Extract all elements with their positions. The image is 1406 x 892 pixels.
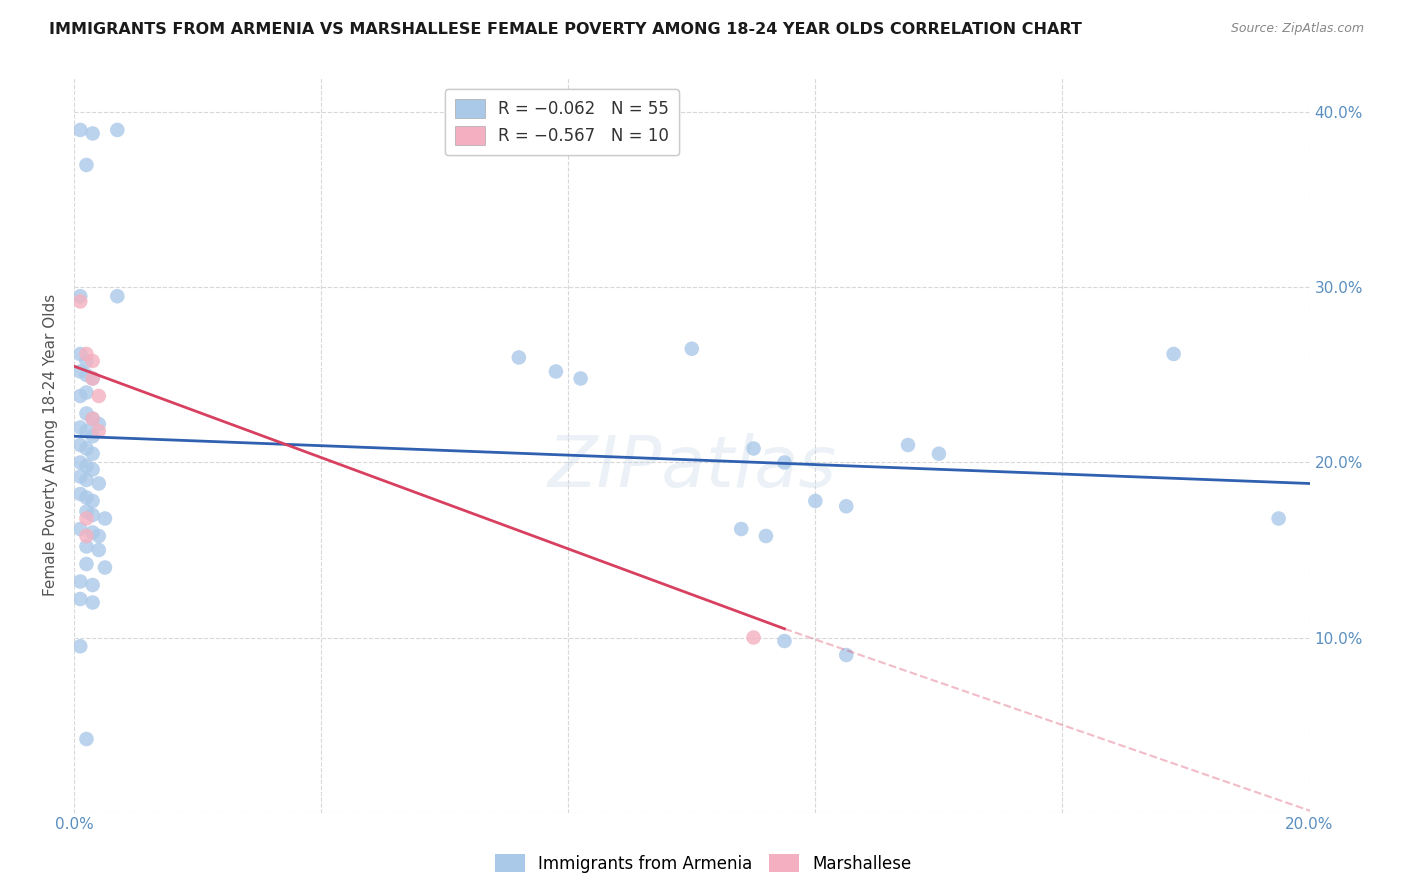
Point [105, 123, 128, 137]
Point [75, 458, 97, 473]
Point [75, 407, 97, 421]
Point [75, 491, 97, 505]
Point [87, 529, 110, 543]
Point [75, 540, 97, 554]
Point [1163, 347, 1185, 361]
Point [75, 442, 97, 456]
Point [75, 504, 97, 518]
Point [82, 371, 104, 385]
Point [82, 411, 104, 425]
Point [75, 557, 97, 571]
Point [75, 473, 97, 487]
Point [94, 560, 117, 574]
Point [69, 389, 91, 403]
Point [69, 522, 91, 536]
Point [69, 364, 91, 378]
Y-axis label: Female Poverty Among 18-24 Year Olds: Female Poverty Among 18-24 Year Olds [44, 293, 58, 596]
Point [69, 487, 91, 501]
Point [69, 640, 91, 654]
Point [69, 455, 91, 469]
Point [928, 447, 950, 461]
Point [82, 371, 104, 385]
Point [681, 342, 703, 356]
Point [82, 429, 104, 443]
Text: Source: ZipAtlas.com: Source: ZipAtlas.com [1230, 22, 1364, 36]
Point [82, 494, 104, 508]
Point [544, 364, 567, 378]
Point [835, 648, 858, 662]
Point [82, 578, 104, 592]
Point [69, 289, 91, 303]
Point [75, 385, 97, 400]
Point [82, 595, 104, 609]
Legend: Immigrants from Armenia, Marshallese: Immigrants from Armenia, Marshallese [488, 847, 918, 880]
Point [69, 420, 91, 434]
Point [82, 525, 104, 540]
Point [69, 438, 91, 452]
Point [69, 592, 91, 607]
Point [835, 500, 858, 514]
Point [569, 371, 592, 385]
Point [75, 424, 97, 438]
Point [773, 634, 796, 648]
Point [75, 158, 97, 172]
Point [755, 529, 778, 543]
Point [804, 494, 827, 508]
Point [82, 354, 104, 368]
Point [82, 462, 104, 476]
Point [87, 424, 110, 438]
Point [69, 123, 91, 137]
Point [742, 631, 765, 645]
Text: ZIPatlas: ZIPatlas [547, 433, 837, 501]
Point [87, 389, 110, 403]
Point [742, 442, 765, 456]
Point [82, 127, 104, 141]
Text: IMMIGRANTS FROM ARMENIA VS MARSHALLESE FEMALE POVERTY AMONG 18-24 YEAR OLDS CORR: IMMIGRANTS FROM ARMENIA VS MARSHALLESE F… [49, 22, 1083, 37]
Point [773, 455, 796, 469]
Point [82, 508, 104, 522]
Point [69, 469, 91, 483]
Point [897, 438, 920, 452]
Point [94, 511, 117, 525]
Point [75, 354, 97, 368]
Point [87, 417, 110, 431]
Point [75, 529, 97, 543]
Point [69, 574, 91, 589]
Point [75, 368, 97, 382]
Legend: R = −0.062   N = 55, R = −0.567   N = 10: R = −0.062 N = 55, R = −0.567 N = 10 [444, 89, 679, 155]
Point [69, 294, 91, 309]
Point [87, 543, 110, 558]
Point [1267, 511, 1289, 525]
Point [730, 522, 752, 536]
Point [75, 732, 97, 747]
Point [82, 411, 104, 425]
Point [75, 511, 97, 525]
Point [87, 476, 110, 491]
Point [508, 351, 530, 365]
Point [105, 289, 128, 303]
Point [82, 447, 104, 461]
Point [75, 347, 97, 361]
Point [69, 347, 91, 361]
